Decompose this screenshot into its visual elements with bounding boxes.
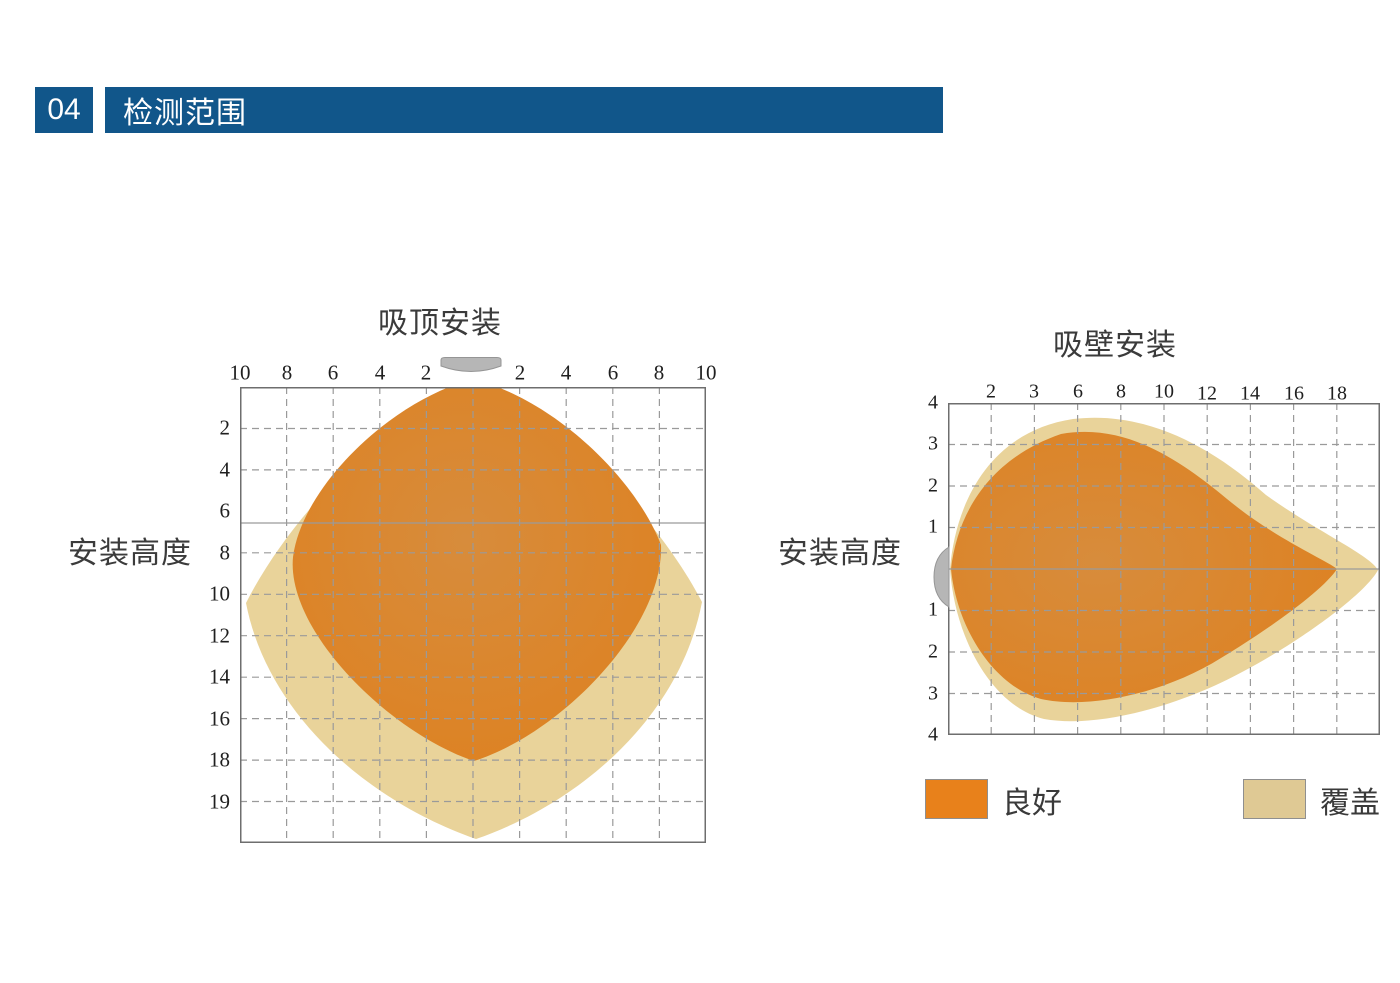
x-tick: 8 xyxy=(281,360,293,385)
y-tick: 4 xyxy=(928,723,938,746)
legend-label-coverage: 覆盖 xyxy=(1320,787,1380,820)
y-tick: 6 xyxy=(219,498,231,523)
x-tick: 3 xyxy=(1029,380,1039,403)
x-tick: 4 xyxy=(560,360,572,385)
legend-swatch-coverage xyxy=(1243,779,1306,819)
legend-label-good: 良好 xyxy=(1002,787,1062,820)
ceiling-y-axis-label: 安装高度 xyxy=(68,537,192,570)
y-tick: 12 xyxy=(209,623,230,648)
y-tick: 3 xyxy=(928,682,938,705)
y-tick: 2 xyxy=(219,415,231,440)
section-title: 检测范围 xyxy=(123,97,247,130)
x-tick: 14 xyxy=(1240,382,1260,405)
y-tick: 4 xyxy=(928,391,938,414)
x-tick: 8 xyxy=(653,360,665,385)
good-region-wall xyxy=(951,431,1337,703)
wall-chart-plot xyxy=(948,403,1380,735)
y-tick: 14 xyxy=(209,664,230,689)
x-tick: 6 xyxy=(327,360,339,385)
y-tick: 8 xyxy=(219,540,231,565)
section-number: 04 xyxy=(47,93,81,126)
y-tick: 10 xyxy=(209,581,230,606)
wall-sensor-icon xyxy=(933,546,950,608)
wall-y-axis-label: 安装高度 xyxy=(778,537,902,570)
section-title-bar: 检测范围 xyxy=(105,87,943,133)
grid-lines-wall xyxy=(948,403,1380,735)
plot-frame-ceiling xyxy=(240,387,706,843)
y-tick: 19 xyxy=(209,789,230,814)
grid-lines-ceiling xyxy=(240,387,706,843)
x-tick: 10 xyxy=(1154,380,1174,403)
ceiling-chart-plot xyxy=(240,387,706,843)
x-tick: 16 xyxy=(1284,382,1304,405)
x-tick: 6 xyxy=(607,360,619,385)
section-number-box: 04 xyxy=(35,87,93,133)
ceiling-chart-title: 吸顶安装 xyxy=(378,307,502,340)
y-tick: 18 xyxy=(209,747,230,772)
x-tick: 8 xyxy=(1116,380,1126,403)
x-tick: 2 xyxy=(420,360,432,385)
legend-swatch-good xyxy=(925,779,988,819)
y-tick: 2 xyxy=(928,474,938,497)
x-tick: 18 xyxy=(1327,382,1347,405)
ceiling-sensor-icon xyxy=(440,357,502,372)
y-tick: 3 xyxy=(928,432,938,455)
x-tick: 4 xyxy=(374,360,386,385)
y-tick: 1 xyxy=(928,598,938,621)
x-tick: 2 xyxy=(986,380,996,403)
y-tick: 2 xyxy=(928,640,938,663)
y-tick: 1 xyxy=(928,515,938,538)
y-tick: 16 xyxy=(209,706,230,731)
x-tick: 10 xyxy=(695,360,717,385)
x-tick: 12 xyxy=(1197,382,1217,405)
y-tick: 4 xyxy=(219,457,231,482)
wall-chart-title: 吸壁安装 xyxy=(1053,329,1177,362)
good-region-ceiling xyxy=(292,387,662,761)
x-tick: 10 xyxy=(229,360,251,385)
x-tick: 6 xyxy=(1073,380,1083,403)
x-tick: 2 xyxy=(514,360,526,385)
